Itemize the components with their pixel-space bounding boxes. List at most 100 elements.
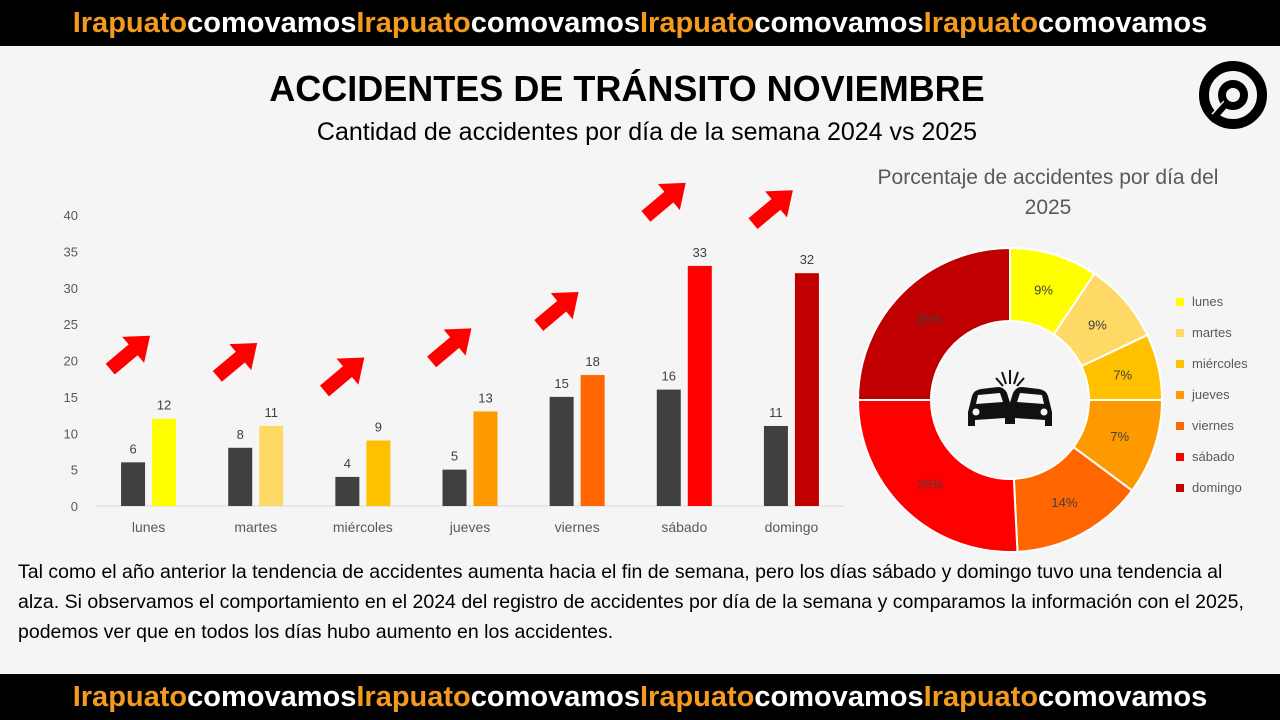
bar-2025-jueves <box>473 411 498 506</box>
trend-up-arrow-icon <box>105 335 151 375</box>
legend-label: lunes <box>1192 294 1224 309</box>
arrow-shape <box>105 335 151 375</box>
bar-2025-martes <box>259 425 284 506</box>
bar-2025-viernes <box>580 375 605 506</box>
bar-2024-sábado <box>656 389 681 506</box>
bar-chart: 0 5 10 15 20 25 30 35 40 lunes 6 12 martes 8 11 miércol… <box>64 182 845 535</box>
legend-label: domingo <box>1192 480 1242 495</box>
trend-up-arrow-icon <box>319 357 365 397</box>
page-title: ACCIDENTES DE TRÁNSITO NOVIEMBRE <box>269 68 985 109</box>
bar-2024-viernes <box>549 396 574 506</box>
y-tick-label: 25 <box>64 317 78 332</box>
banner-text: comovamos <box>187 6 357 39</box>
arrow-shape <box>427 328 472 368</box>
legend-item: jueves <box>1176 379 1248 410</box>
bar-2025-lunes <box>152 418 177 506</box>
arrow-shape <box>641 182 686 222</box>
banner-text: Irapuato <box>923 680 1039 713</box>
data-label: 13 <box>478 390 492 405</box>
legend-swatch <box>1176 390 1184 399</box>
bar-2024-jueves <box>442 469 467 506</box>
legend-label: jueves <box>1192 387 1230 402</box>
x-tick-label: viernes <box>555 519 600 535</box>
banner-text: Irapuato <box>72 6 188 39</box>
car-right-light <box>1040 408 1048 416</box>
slice-percent-label: 9% <box>1034 282 1053 297</box>
x-tick-label: sábado <box>661 519 707 535</box>
bar-2025-domingo <box>794 273 819 506</box>
data-label: 5 <box>451 449 458 464</box>
car-left-window <box>976 393 1003 404</box>
legend-swatch <box>1176 297 1184 306</box>
bar-2024-miércoles <box>335 476 360 506</box>
banner-text: Irapuato <box>356 6 471 39</box>
trend-up-arrow-icon <box>427 328 472 368</box>
legend-swatch <box>1176 483 1184 492</box>
x-tick-label: martes <box>234 519 277 535</box>
bar-2025-sábado <box>687 265 712 506</box>
x-tick-label: lunes <box>132 519 165 535</box>
slice-percent-label: 7% <box>1113 368 1132 383</box>
impact-line <box>1013 371 1019 385</box>
trend-up-arrow-icon <box>641 182 686 222</box>
data-label: 8 <box>237 427 244 442</box>
trend-up-arrow-icon <box>212 342 258 382</box>
car-left-light <box>972 408 980 416</box>
banner-text: comovamos <box>1038 6 1208 39</box>
data-label: 11 <box>769 405 783 420</box>
banner-text: comovamos <box>470 680 640 713</box>
y-tick-label: 35 <box>64 244 78 259</box>
arrow-shape <box>748 190 793 229</box>
data-label: 9 <box>375 420 382 435</box>
data-label: 32 <box>800 252 814 267</box>
data-label: 18 <box>585 354 599 369</box>
trend-up-arrow-icon <box>748 190 793 229</box>
bottom-banner: Irapuato comovamos Irapuato comovamos Irapua… <box>0 674 1280 720</box>
y-tick-label: 5 <box>71 463 78 478</box>
legend-item: domingo <box>1176 472 1248 503</box>
legend-item: viernes <box>1176 410 1248 441</box>
car-left-shape <box>968 387 1011 426</box>
bar-2024-domingo <box>763 425 788 506</box>
bar-2025-miércoles <box>366 440 391 506</box>
summary-paragraph: Tal como el año anterior la tendencia de… <box>18 561 1244 643</box>
x-tick-label: jueves <box>449 519 490 535</box>
donut-chart: 9% 9% 7% 7% 14% 26% 25% <box>856 246 1164 553</box>
banner-text: Irapuato <box>640 680 755 713</box>
bar-2024-martes <box>228 447 253 506</box>
banner-text: Irapuato <box>640 6 755 39</box>
banner-text: comovamos <box>470 6 640 39</box>
arrow-shape <box>534 292 579 331</box>
impact-line <box>1001 371 1007 385</box>
y-tick-label: 30 <box>64 281 78 296</box>
data-label: 4 <box>344 456 351 471</box>
legend-item: lunes <box>1176 286 1248 317</box>
slice-percent-label: 9% <box>1088 318 1107 333</box>
slice-percent-label: 7% <box>1110 429 1129 444</box>
banner-text: comovamos <box>754 680 924 713</box>
slice-percent-label: 26% <box>917 477 943 492</box>
donut-slice-sábado <box>856 399 1019 553</box>
y-tick-label: 20 <box>64 354 78 369</box>
banner-text: comovamos <box>187 680 357 713</box>
data-label: 6 <box>129 441 136 456</box>
car-right-window <box>1017 393 1044 404</box>
legend-swatch <box>1176 421 1184 430</box>
donut-slice-domingo <box>856 246 1011 401</box>
data-label: 15 <box>554 376 568 391</box>
data-label: 12 <box>157 398 171 413</box>
legend-swatch <box>1176 328 1184 337</box>
top-banner: Irapuato comovamos Irapuato comovamos Irapua… <box>0 0 1280 46</box>
legend-item: martes <box>1176 317 1248 348</box>
banner-text: Irapuato <box>356 680 471 713</box>
x-tick-label: domingo <box>765 519 819 535</box>
slice-percent-label: 14% <box>1051 495 1077 510</box>
legend-swatch <box>1176 359 1184 368</box>
pie-chart-title: Porcentaje de accidentes por día del 202… <box>877 166 1219 219</box>
car-crash-icon <box>968 370 1052 426</box>
data-label: 16 <box>662 369 676 384</box>
data-label: 11 <box>264 405 278 420</box>
legend-label: sábado <box>1192 449 1235 464</box>
y-tick-label: 15 <box>64 390 78 405</box>
slice-percent-label: 25% <box>915 311 941 326</box>
